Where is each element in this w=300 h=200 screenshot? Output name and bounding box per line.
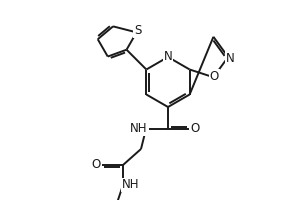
Text: NH: NH [122,178,140,192]
Text: N: N [164,49,172,62]
Text: N: N [226,51,235,64]
Text: S: S [134,24,141,37]
Text: O: O [190,122,200,136]
Text: O: O [210,70,219,83]
Text: O: O [92,158,100,171]
Text: NH: NH [130,122,148,136]
